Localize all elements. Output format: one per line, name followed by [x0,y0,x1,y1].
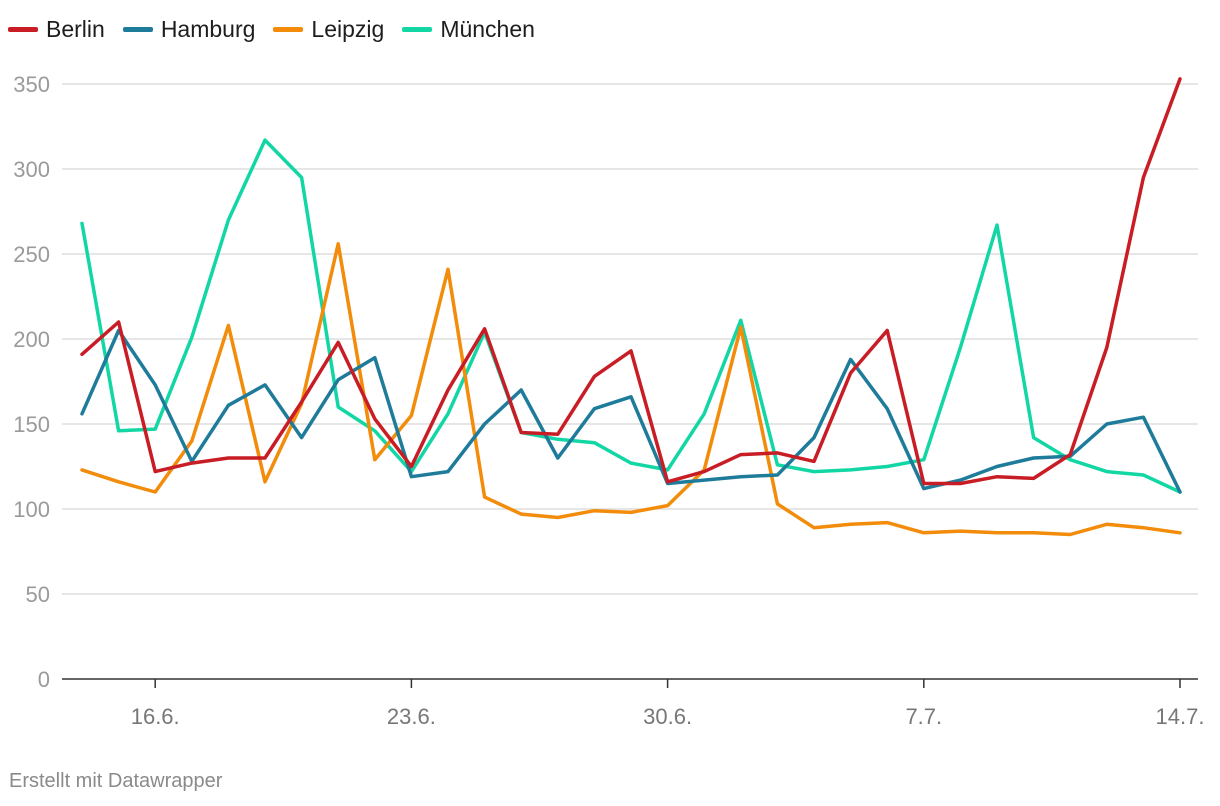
y-tick-label: 300 [13,157,50,182]
legend-label-berlin: Berlin [46,15,105,42]
series-layer [80,77,1182,537]
legend-swatch-hamburg [122,26,153,32]
y-tick-label: 200 [13,327,50,352]
legend-item-hamburg[interactable]: Hamburg [122,15,256,43]
series-line-muenchen[interactable] [80,138,1182,494]
legend-item-muenchen[interactable]: München [402,16,535,43]
y-tick-label: 150 [13,412,50,437]
legend-item-berlin[interactable]: Berlin [8,16,105,43]
datawrapper-credit: Erstellt mit Datawrapper [9,770,223,792]
legend-item-leipzig[interactable]: Leipzig [273,16,384,43]
y-tick-label: 50 [26,582,50,607]
legend-swatch-leipzig [273,26,304,32]
series-line-berlin[interactable] [80,77,1182,486]
legend-swatch-muenchen [402,26,433,32]
legend-label-hamburg: Hamburg [160,15,256,42]
series-line-hamburg[interactable] [80,328,1182,494]
x-tick-label: 7.7. [905,704,942,729]
y-tick-label: 250 [13,242,50,267]
legend-swatch-berlin [8,26,38,32]
x-tick-label: 16.6. [131,704,180,729]
y-tick-label: 350 [13,72,50,97]
y-tick-label: 100 [13,497,50,522]
legend-label-muenchen: München [440,15,535,42]
y-tick-label: 0 [38,667,50,692]
x-tick-label: 14.7. [1156,704,1205,729]
x-axis: 16.6. 23.6. 30.6. 7.7. 14.7. [62,678,1205,729]
series-line-leipzig[interactable] [80,242,1182,537]
x-tick-label: 30.6. [643,704,692,729]
y-axis-ticks: 0 50 100 150 200 250 300 350 [13,72,50,692]
x-tick-label: 23.6. [387,704,436,729]
legend-label-leipzig: Leipzig [311,15,385,42]
legend: Berlin Hamburg Leipzig München [8,12,535,46]
